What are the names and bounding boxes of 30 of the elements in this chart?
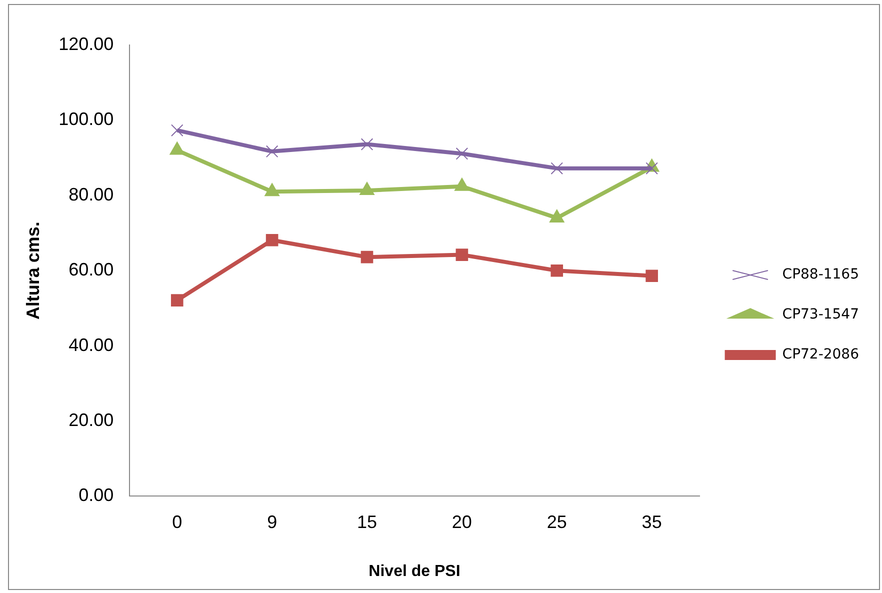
y-tick-label: 120.00 bbox=[58, 34, 114, 54]
point bbox=[550, 264, 564, 277]
point bbox=[360, 250, 374, 264]
legend-label: CP72-2086 bbox=[782, 346, 860, 363]
point bbox=[550, 162, 564, 174]
point bbox=[266, 234, 278, 246]
point bbox=[646, 270, 658, 282]
legend-label: CP73-1547 bbox=[782, 306, 860, 323]
y-tick-label: 100.00 bbox=[58, 109, 114, 130]
point bbox=[360, 138, 374, 150]
y-axis-title: Altura cms. bbox=[22, 222, 43, 320]
y-tick-label: 20.00 bbox=[68, 410, 114, 430]
x-tick-label: 15 bbox=[356, 512, 378, 532]
y-tick-label: 0.00 bbox=[78, 485, 114, 506]
point bbox=[456, 248, 468, 261]
point bbox=[170, 294, 184, 306]
point bbox=[456, 148, 468, 160]
point bbox=[266, 145, 278, 158]
x-tick-label: 20 bbox=[452, 512, 472, 532]
y-tick-label: 40.00 bbox=[68, 334, 114, 355]
x-axis-title: Nivel de PSI bbox=[368, 562, 460, 580]
x-tick-label: 35 bbox=[642, 512, 662, 532]
x-tick-label: 9 bbox=[267, 512, 278, 532]
point bbox=[646, 162, 658, 174]
y-tick-label: 80.00 bbox=[68, 184, 114, 204]
x-tick-label: 0 bbox=[172, 512, 182, 532]
point bbox=[170, 124, 184, 137]
legend-label: CP88-1165 bbox=[782, 266, 860, 283]
y-tick-label: 60.00 bbox=[68, 260, 114, 280]
x-tick-label: 25 bbox=[546, 512, 567, 532]
